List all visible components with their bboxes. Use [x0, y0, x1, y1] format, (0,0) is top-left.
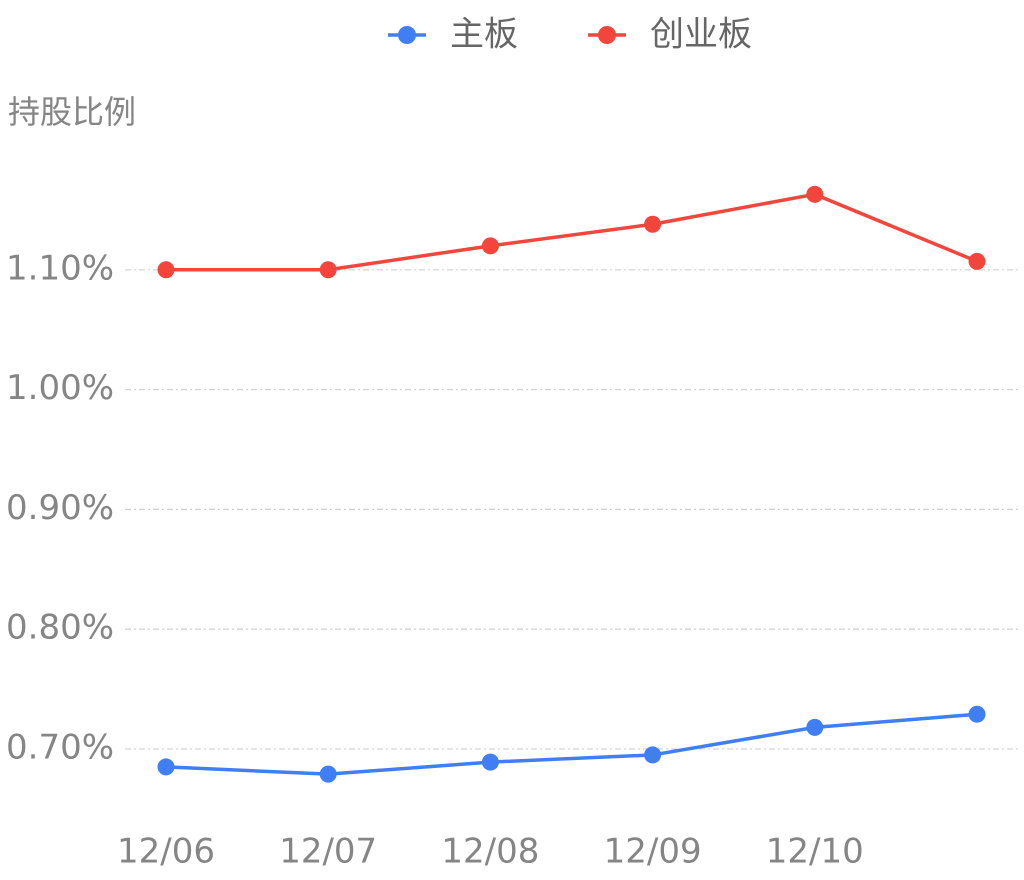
- data-point: [806, 185, 824, 203]
- data-point: [157, 758, 175, 776]
- legend-label: 主板: [450, 15, 518, 55]
- y-axis-label: 持股比例: [8, 93, 136, 131]
- y-tick-label: 1.10%: [6, 248, 114, 288]
- y-tick-label: 0.70%: [6, 727, 114, 767]
- y-tick-label: 0.80%: [6, 608, 114, 648]
- data-point: [806, 718, 824, 736]
- data-point: [481, 753, 499, 771]
- data-point: [157, 261, 175, 279]
- y-tick-label: 0.90%: [6, 488, 114, 528]
- data-point: [968, 252, 986, 270]
- data-point: [644, 746, 662, 764]
- x-tick-label: 12/09: [604, 832, 702, 872]
- data-point: [319, 765, 337, 783]
- legend-marker: [598, 26, 616, 44]
- data-point: [644, 215, 662, 233]
- data-point: [481, 237, 499, 255]
- data-point: [968, 705, 986, 723]
- y-tick-label: 1.00%: [6, 368, 114, 408]
- x-tick-label: 12/07: [279, 832, 377, 872]
- x-tick-label: 12/10: [766, 832, 864, 872]
- legend-marker: [398, 26, 416, 44]
- x-tick-label: 12/06: [117, 832, 215, 872]
- series-line: [165, 712, 978, 776]
- legend-label: 创业板: [650, 15, 752, 55]
- series-line: [166, 192, 978, 272]
- data-point: [319, 261, 337, 279]
- x-tick-label: 12/08: [441, 832, 539, 872]
